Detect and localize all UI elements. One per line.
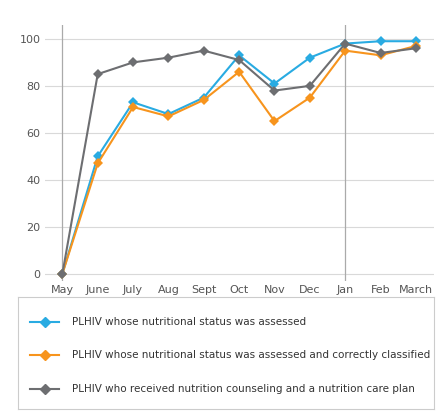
Text: PLHIV whose nutritional status was assessed and correctly classified: PLHIV whose nutritional status was asses… (72, 350, 430, 361)
Text: PLHIV who received nutrition counseling and a nutrition care plan: PLHIV who received nutrition counseling … (72, 384, 415, 394)
Text: PLHIV whose nutritional status was assessed: PLHIV whose nutritional status was asses… (72, 317, 306, 327)
